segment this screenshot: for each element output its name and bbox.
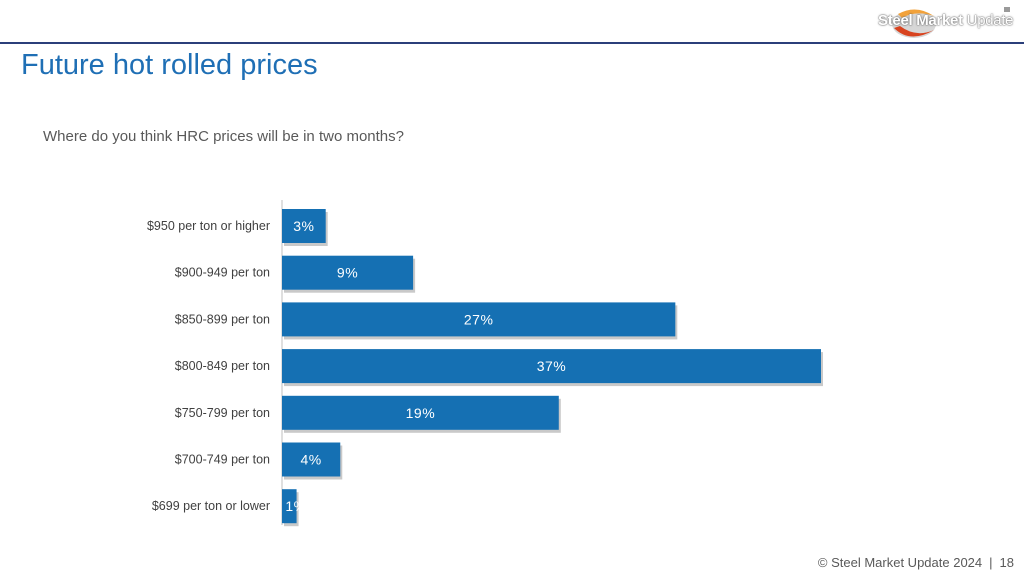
logo-mark	[1004, 7, 1010, 12]
category-label: $900-949 per ton	[175, 266, 270, 280]
bar-4	[282, 395, 559, 430]
chart-question: Where do you think HRC prices will be in…	[43, 128, 404, 145]
category-label: $850-899 per ton	[175, 312, 270, 326]
data-label: 9%	[337, 265, 358, 281]
header-rule	[0, 42, 1024, 44]
bar-5	[282, 442, 341, 477]
category-label: $950 per ton or higher	[147, 219, 270, 233]
logo-text: Steel Market Update	[878, 12, 1014, 29]
bar-3	[282, 349, 821, 384]
page-number: 18	[999, 555, 1014, 570]
data-label: 3%	[293, 218, 314, 234]
page-title: Future hot rolled prices	[21, 49, 318, 81]
logo-swoosh-orange	[898, 9, 934, 18]
data-label: 37%	[537, 358, 567, 374]
data-label: 27%	[464, 311, 494, 327]
hrc-price-bar-chart: $950 per ton or higher 3% $900-949 per ton…	[147, 200, 823, 527]
footer-copyright: © Steel Market Update 2024	[817, 555, 983, 570]
footer-separator: |	[989, 555, 993, 570]
category-label: $699 per ton or lower	[152, 499, 270, 513]
data-label: 19%	[406, 405, 436, 421]
data-label: 1%	[285, 498, 306, 514]
steel-market-update-logo	[892, 7, 1010, 38]
bar-0	[282, 209, 326, 243]
category-label: $700-749 per ton	[175, 453, 270, 467]
bar-1	[282, 255, 414, 290]
data-label: 4%	[301, 452, 322, 468]
bar-2	[282, 302, 676, 337]
bar-6	[282, 489, 297, 524]
footer: © Steel Market Update 2024 | 18	[818, 555, 1014, 570]
logo-swoosh-red	[894, 26, 934, 37]
category-label: $750-799 per ton	[175, 406, 270, 420]
category-label: $800-849 per ton	[175, 359, 270, 373]
